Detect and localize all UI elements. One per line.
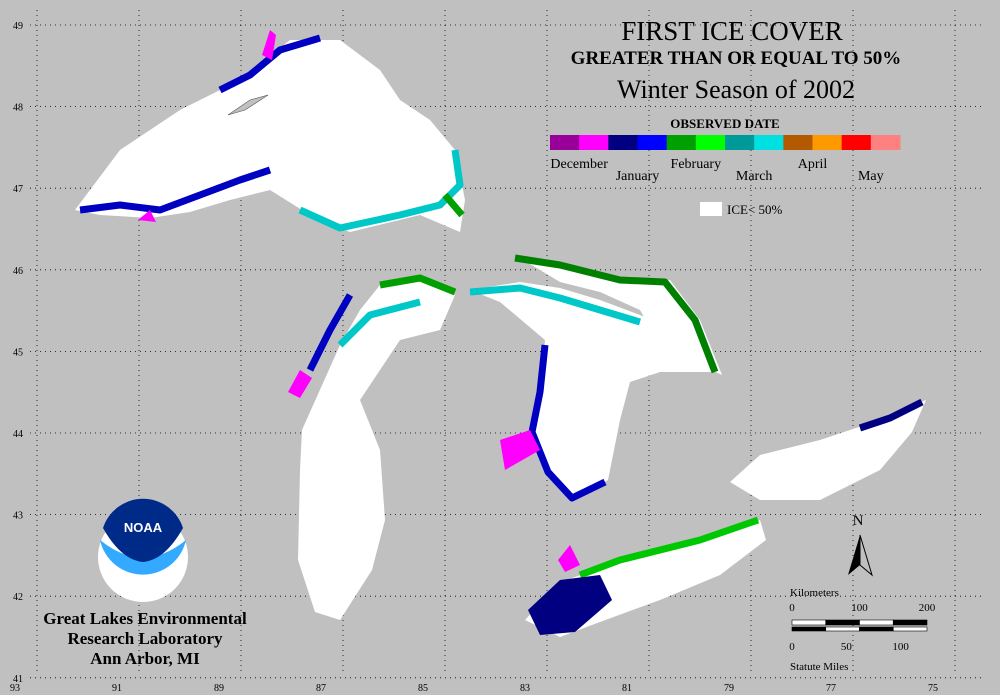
longitude-label: 91 (112, 683, 122, 694)
latitude-label: 41 (13, 674, 23, 685)
ice-edge (469, 284, 642, 326)
logo-gull (100, 540, 186, 575)
scale-segment (859, 619, 894, 626)
longitude-label: 85 (418, 683, 428, 694)
scale-segment (791, 626, 827, 632)
longitude-label: 79 (724, 683, 734, 694)
ice-edge (337, 298, 421, 348)
latitude-label: 48 (13, 103, 23, 114)
ice-area (288, 370, 312, 398)
longitude-label: 83 (520, 683, 530, 694)
month-label: April (798, 157, 828, 172)
ice-edge (514, 254, 719, 374)
color-swatch (812, 135, 843, 150)
ice-edge (858, 398, 924, 432)
no-ice-label: ICE< 50% (727, 202, 783, 217)
scale-segment (825, 626, 860, 632)
longitude-label: 81 (622, 683, 632, 694)
no-ice-swatch (700, 202, 722, 216)
latitude-label: 42 (13, 592, 23, 603)
north-label: N (853, 513, 864, 529)
color-swatch (550, 135, 580, 150)
ice-edge (442, 192, 465, 218)
scale-segment (859, 626, 894, 632)
latitude-label: 44 (13, 429, 23, 440)
ice-edge (528, 344, 607, 502)
ice-edge (379, 274, 457, 296)
month-label: May (858, 169, 884, 184)
color-bar: December January February March April May (550, 135, 901, 184)
color-swatch (841, 135, 872, 150)
ice-area (558, 545, 580, 572)
scale-segment (892, 619, 928, 626)
color-swatch (783, 135, 813, 150)
mi-tick: 0 (789, 641, 795, 653)
scale-km-label: Kilometers (790, 587, 839, 599)
longitude-label: 89 (214, 683, 224, 694)
lake-michigan (298, 280, 455, 620)
latitude-label: 46 (13, 266, 23, 277)
scale-segment (825, 619, 860, 626)
ice-area (500, 430, 540, 470)
latitude-label: 47 (13, 184, 23, 195)
logo-sky (103, 498, 183, 562)
km-tick: 0 (789, 602, 795, 614)
org-line: Ann Arbor, MI (90, 649, 200, 668)
ice-area (528, 575, 612, 635)
subtitle: GREATER THAN OR EQUAL TO 50% (571, 48, 902, 69)
ice-edge (218, 34, 322, 94)
longitude-label: 87 (316, 683, 326, 694)
ice-edge (306, 293, 354, 372)
color-swatch (754, 135, 784, 150)
km-tick: 200 (919, 602, 936, 614)
latitude-label: 43 (13, 511, 23, 522)
color-swatch (666, 135, 697, 150)
north-arrow (848, 535, 860, 575)
color-swatch (608, 135, 638, 150)
org-line: Research Laboratory (67, 629, 223, 648)
month-label: March (736, 169, 773, 184)
scale-segment (791, 619, 827, 626)
ice-area (262, 30, 276, 60)
season: Winter Season of 2002 (617, 75, 855, 104)
km-tick: 100 (851, 602, 868, 614)
longitude-label: 93 (10, 683, 20, 694)
latitude-label: 45 (13, 347, 23, 358)
ice-area (138, 210, 156, 222)
mi-tick: 50 (841, 641, 853, 653)
scale-bar: 0 100 200 0 50 100 (789, 602, 936, 653)
color-swatch (579, 135, 609, 150)
logo-text: NOAA (124, 520, 163, 535)
color-swatch (725, 135, 755, 150)
ice-edge (79, 166, 272, 214)
longitude-label: 77 (826, 683, 836, 694)
org-line: Great Lakes Environmental (43, 609, 247, 628)
ice-edge (298, 149, 464, 232)
month-label: December (550, 157, 608, 172)
scale-mi-label: Statute Miles (790, 661, 848, 673)
latitude-label: 49 (13, 21, 23, 32)
north-arrow (859, 534, 873, 577)
mi-tick: 100 (892, 641, 909, 653)
ice-edge (578, 516, 760, 579)
color-swatch (695, 135, 726, 150)
isle-royale (227, 94, 269, 116)
month-label: February (671, 157, 722, 172)
title: FIRST ICE COVER (621, 16, 843, 46)
month-label: January (616, 169, 660, 184)
scale-segment (892, 626, 928, 632)
color-swatch (637, 135, 668, 150)
legend-title: OBSERVED DATE (670, 116, 779, 131)
longitude-label: 75 (928, 683, 938, 694)
color-swatch (870, 135, 901, 150)
lake-superior (75, 40, 465, 232)
